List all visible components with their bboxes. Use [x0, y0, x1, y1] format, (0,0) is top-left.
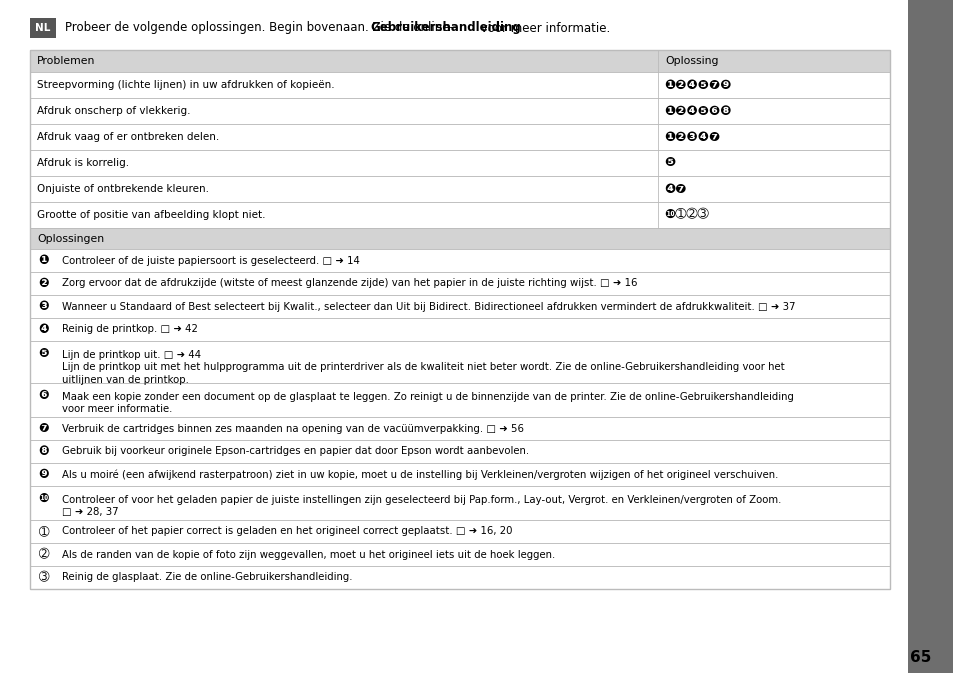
Text: ❶❷❸❹❼: ❶❷❸❹❼	[663, 131, 720, 143]
Text: Afdruk onscherp of vlekkerig.: Afdruk onscherp of vlekkerig.	[37, 106, 191, 116]
Text: Reinig de printkop. □ ➜ 42: Reinig de printkop. □ ➜ 42	[62, 324, 197, 334]
Text: Streepvorming (lichte lijnen) in uw afdrukken of kopieën.: Streepvorming (lichte lijnen) in uw afdr…	[37, 80, 335, 90]
Bar	[30, 124, 889, 150]
Bar	[30, 417, 889, 440]
Text: Problemen: Problemen	[37, 56, 95, 66]
Text: ❺: ❺	[39, 347, 50, 360]
Text: Als de randen van de kopie of foto zijn weggevallen, moet u het origineel iets u: Als de randen van de kopie of foto zijn …	[62, 549, 555, 559]
Text: ❻: ❻	[39, 389, 50, 402]
Bar	[30, 50, 889, 72]
Bar	[30, 520, 889, 543]
Text: ❶: ❶	[39, 254, 50, 267]
Text: ❷: ❷	[39, 277, 50, 290]
Bar	[30, 543, 889, 566]
Bar	[30, 72, 889, 98]
Text: Afdruk is korrelig.: Afdruk is korrelig.	[37, 158, 129, 168]
Text: Wanneer u Standaard of Best selecteert bij Kwalit., selecteer dan Uit bij Bidire: Wanneer u Standaard of Best selecteert b…	[62, 302, 795, 312]
Text: Gebruikershandleiding: Gebruikershandleiding	[370, 22, 520, 34]
Text: ❸: ❸	[39, 300, 50, 313]
Text: □ ➜ 28, 37: □ ➜ 28, 37	[62, 507, 118, 518]
Text: Maak een kopie zonder een document op de glasplaat te leggen. Zo reinigt u de bi: Maak een kopie zonder een document op de…	[62, 392, 793, 402]
Bar	[30, 463, 889, 486]
Text: ❽: ❽	[39, 445, 50, 458]
Bar	[30, 202, 889, 228]
Bar	[907, 0, 953, 673]
Text: Grootte of positie van afbeelding klopt niet.: Grootte of positie van afbeelding klopt …	[37, 210, 265, 220]
Text: ❿: ❿	[39, 492, 50, 505]
Text: voor meer informatie.: voor meer informatie.	[477, 22, 610, 34]
Text: ❹: ❹	[39, 323, 50, 336]
Text: Afdruk vaag of er ontbreken delen.: Afdruk vaag of er ontbreken delen.	[37, 132, 219, 142]
Text: Lijn de printkop uit met het hulpprogramma uit de printerdriver als de kwaliteit: Lijn de printkop uit met het hulpprogram…	[62, 363, 784, 372]
Bar	[30, 228, 889, 249]
Text: Lijn de printkop uit. □ ➜ 44: Lijn de printkop uit. □ ➜ 44	[62, 350, 201, 360]
Bar	[30, 318, 889, 341]
Text: uitlijnen van de printkop.: uitlijnen van de printkop.	[62, 375, 189, 385]
Text: Probeer de volgende oplossingen. Begin bovenaan. Zie de online-: Probeer de volgende oplossingen. Begin b…	[65, 22, 454, 34]
Bar	[30, 50, 889, 589]
Bar	[30, 341, 889, 383]
Bar	[30, 176, 889, 202]
Text: Verbruik de cartridges binnen zes maanden na opening van de vacüümverpakking. □ : Verbruik de cartridges binnen zes maande…	[62, 423, 523, 433]
Text: ❾: ❾	[39, 468, 50, 481]
Text: ❼: ❼	[39, 422, 50, 435]
Text: ➁: ➁	[39, 548, 50, 561]
Text: Als u moiré (een afwijkend rasterpatroon) ziet in uw kopie, moet u de instelling: Als u moiré (een afwijkend rasterpatroon…	[62, 469, 778, 480]
Text: Controleer of het papier correct is geladen en het origineel correct geplaatst. : Controleer of het papier correct is gela…	[62, 526, 512, 536]
Text: ❿➀➁➂: ❿➀➁➂	[663, 209, 708, 221]
Text: ➂: ➂	[39, 571, 50, 584]
Text: Gebruik bij voorkeur originele Epson-cartridges en papier dat door Epson wordt a: Gebruik bij voorkeur originele Epson-car…	[62, 446, 529, 456]
Bar	[30, 272, 889, 295]
Text: Zorg ervoor dat de afdrukzijde (witste of meest glanzende zijde) van het papier : Zorg ervoor dat de afdrukzijde (witste o…	[62, 279, 637, 289]
Bar	[30, 98, 889, 124]
Text: NL: NL	[35, 23, 51, 33]
Text: Oplossing: Oplossing	[664, 56, 718, 66]
Bar	[30, 383, 889, 417]
Text: Controleer of de juiste papiersoort is geselecteerd. □ ➜ 14: Controleer of de juiste papiersoort is g…	[62, 256, 359, 266]
Text: ❹❼: ❹❼	[663, 182, 686, 195]
Bar	[30, 440, 889, 463]
Bar	[30, 566, 889, 589]
Text: 65: 65	[909, 651, 931, 666]
Text: Onjuiste of ontbrekende kleuren.: Onjuiste of ontbrekende kleuren.	[37, 184, 209, 194]
Bar	[30, 249, 889, 272]
Text: ❶❷❹❺❻❽: ❶❷❹❺❻❽	[663, 104, 731, 118]
Bar	[30, 486, 889, 520]
Text: ❶❷❹❺❼❾: ❶❷❹❺❼❾	[663, 79, 731, 92]
Bar	[30, 150, 889, 176]
Text: Oplossingen: Oplossingen	[37, 234, 104, 244]
Text: Reinig de glasplaat. Zie de online-Gebruikershandleiding.: Reinig de glasplaat. Zie de online-Gebru…	[62, 573, 352, 583]
Bar	[30, 18, 56, 38]
Text: Controleer of voor het geladen papier de juiste instellingen zijn geselecteerd b: Controleer of voor het geladen papier de…	[62, 495, 781, 505]
Bar	[30, 295, 889, 318]
Text: voor meer informatie.: voor meer informatie.	[62, 404, 172, 415]
Text: ❺: ❺	[663, 157, 675, 170]
Text: ➀: ➀	[39, 525, 50, 538]
